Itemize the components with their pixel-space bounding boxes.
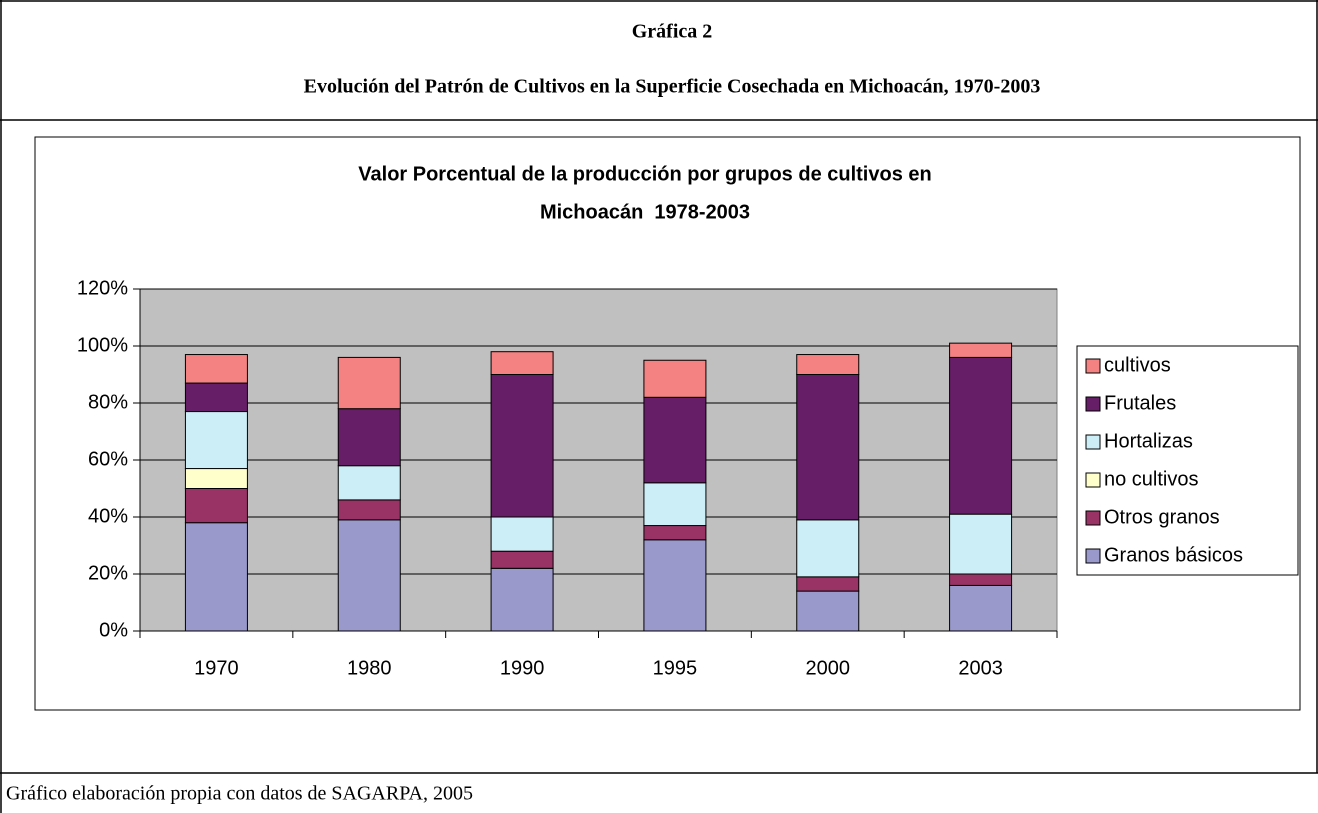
bar-segment [796,374,860,521]
header-title: Gráfica 2 [632,21,713,43]
legend-label: no cultivos [1104,468,1199,490]
legend-box [1076,345,1299,576]
y-tick-label: 80% [88,391,128,413]
bar-segment [337,519,401,632]
chart-title: Valor Porcentual de la producción por gr… [358,163,931,185]
x-tick-label: 1990 [500,657,545,679]
x-tick-label: 1970 [194,657,239,679]
bar-segment [949,513,1013,575]
bar-segment [796,576,860,592]
bar-segment [490,567,554,632]
x-tick-label: 2003 [958,657,1003,679]
bar-segment [643,525,707,541]
legend-swatch [1085,548,1101,564]
bar-segment [184,411,248,470]
bar-segment [184,354,248,384]
bar-segment [490,550,554,569]
bar-segment [949,356,1013,515]
bar-segment [796,590,860,632]
bar-segment [949,342,1013,358]
bar-segment [490,374,554,518]
y-tick-label: 40% [88,505,128,527]
legend-swatch [1085,472,1101,488]
bar-segment [337,356,401,410]
legend-swatch [1085,434,1101,450]
y-tick-label: 0% [99,619,128,641]
bar-segment [796,354,860,375]
bar-segment [184,488,248,524]
bar-segment [643,359,707,398]
bar-segment [184,522,248,632]
bar-segment [337,499,401,521]
bar-segment [490,351,554,376]
legend-swatch [1085,358,1101,374]
legend-label: Granos básicos [1104,544,1243,566]
bar-segment [184,468,248,489]
legend-label: Hortalizas [1104,430,1193,452]
y-tick-label: 60% [88,448,128,470]
bar-segment [490,516,554,552]
bar-segment [184,382,248,413]
y-tick-label: 100% [77,334,128,356]
bar-segment [337,465,401,501]
header-subtitle: Evolución del Patrón de Cultivos en la S… [304,76,1041,98]
y-tick-label: 20% [88,562,128,584]
bar-segment [949,584,1013,632]
bar-segment [643,539,707,632]
chart-title: Michoacán 1978-2003 [540,201,750,223]
x-tick-label: 1995 [653,657,698,679]
bar-segment [949,573,1013,586]
x-tick-label: 1980 [347,657,392,679]
x-tick-label: 2000 [806,657,851,679]
bar-segment [643,482,707,527]
legend-swatch [1085,396,1101,412]
legend-label: Frutales [1104,392,1176,414]
footer-note: Gráfico elaboración propia con datos de … [6,783,473,805]
legend-label: Otros granos [1104,506,1220,528]
bar-segment [337,408,401,467]
y-tick-label: 120% [77,277,128,299]
legend-label: cultivos [1104,354,1171,376]
bar-segment [643,396,707,484]
bar-segment [796,519,860,578]
legend-swatch [1085,510,1101,526]
